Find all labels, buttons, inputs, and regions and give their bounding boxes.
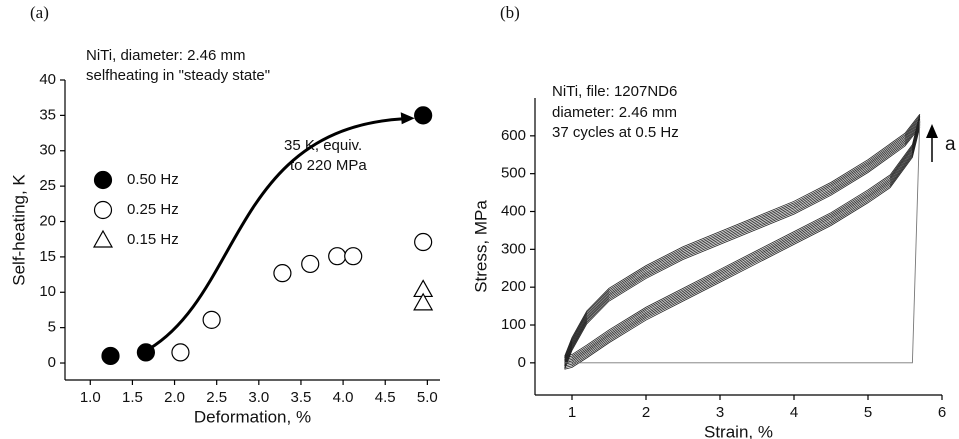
y-tick-label: 0 xyxy=(518,354,526,371)
circle-marker xyxy=(136,343,155,362)
y-tick-label: 40 xyxy=(39,71,56,88)
y-tick-label: 400 xyxy=(501,202,526,219)
arrow-head xyxy=(400,112,415,125)
x-tick-label: 1.5 xyxy=(122,389,143,406)
y-tick-label: 35 xyxy=(39,106,56,123)
annotation: diameter: 2.46 mm xyxy=(552,104,677,121)
circle-marker xyxy=(344,247,363,266)
x-tick-label: 2 xyxy=(642,404,650,421)
y-tick-label: 200 xyxy=(501,278,526,295)
y-tick-label: 15 xyxy=(39,248,56,265)
x-axis-title: Strain, % xyxy=(704,422,773,439)
x-axis-title: Deformation, % xyxy=(194,407,311,426)
circle-marker xyxy=(273,264,292,283)
circle-marker xyxy=(414,106,433,125)
panel-label: (a) xyxy=(30,3,49,22)
y-tick-label: 300 xyxy=(501,240,526,257)
y-tick-label: 500 xyxy=(501,165,526,182)
x-tick-label: 3 xyxy=(716,404,724,421)
y-tick-label: 0 xyxy=(48,354,56,371)
y-tick-label: 100 xyxy=(501,316,526,333)
triangle-marker xyxy=(413,292,434,311)
y-axis-title: Self-heating, K xyxy=(9,174,28,286)
legend-marker xyxy=(93,200,113,220)
legend-label: 0.15 Hz xyxy=(127,231,179,248)
stress-strain-curve xyxy=(564,117,921,361)
annotation: 37 cycles at 0.5 Hz xyxy=(552,124,679,141)
x-tick-label: 2.5 xyxy=(206,389,227,406)
legend-marker xyxy=(92,229,114,248)
x-tick-label: 4.5 xyxy=(375,389,396,406)
legend-marker xyxy=(93,170,113,190)
x-tick-label: 2.0 xyxy=(164,389,185,406)
x-tick-label: 5 xyxy=(864,404,872,421)
legend-label: 0.50 Hz xyxy=(127,171,179,188)
x-tick-label: 3.0 xyxy=(248,389,269,406)
annotation: 35 K, equiv. xyxy=(284,137,362,154)
annotation: selfheating in "steady state" xyxy=(86,67,270,84)
circle-marker xyxy=(414,232,433,252)
circle-marker xyxy=(101,346,120,366)
y-tick-label: 600 xyxy=(501,127,526,144)
y-axis-title: Stress, MPa xyxy=(471,200,490,293)
x-tick-label: 3.5 xyxy=(291,389,312,406)
annotation: to 220 MPa xyxy=(290,157,367,174)
annotation: a xyxy=(945,134,956,155)
y-tick-label: 30 xyxy=(39,142,56,159)
annotation: NiTi, diameter: 2.46 mm xyxy=(86,47,246,64)
circle-marker xyxy=(171,343,190,362)
stress-strain-curve xyxy=(564,126,921,370)
trend-arrow xyxy=(148,117,403,351)
x-tick-label: 4.0 xyxy=(333,389,354,406)
panel-label: (b) xyxy=(500,3,520,22)
circle-marker xyxy=(301,254,320,274)
x-tick-label: 1 xyxy=(568,404,576,421)
x-tick-label: 4 xyxy=(790,404,798,421)
arrow-a-head xyxy=(926,124,938,138)
legend-label: 0.25 Hz xyxy=(127,201,179,218)
circle-marker xyxy=(202,310,221,329)
circle-marker xyxy=(328,247,347,266)
annotation: NiTi, file: 1207ND6 xyxy=(552,83,677,100)
x-tick-label: 1.0 xyxy=(80,389,101,406)
y-tick-label: 5 xyxy=(48,319,56,336)
x-tick-label: 5.0 xyxy=(417,389,438,406)
y-tick-label: 10 xyxy=(39,283,56,300)
y-tick-label: 25 xyxy=(39,177,56,194)
stress-strain-curve xyxy=(564,115,921,359)
x-tick-label: 6 xyxy=(938,404,946,421)
stress-strain-curve xyxy=(564,120,921,364)
y-tick-label: 20 xyxy=(39,212,56,229)
